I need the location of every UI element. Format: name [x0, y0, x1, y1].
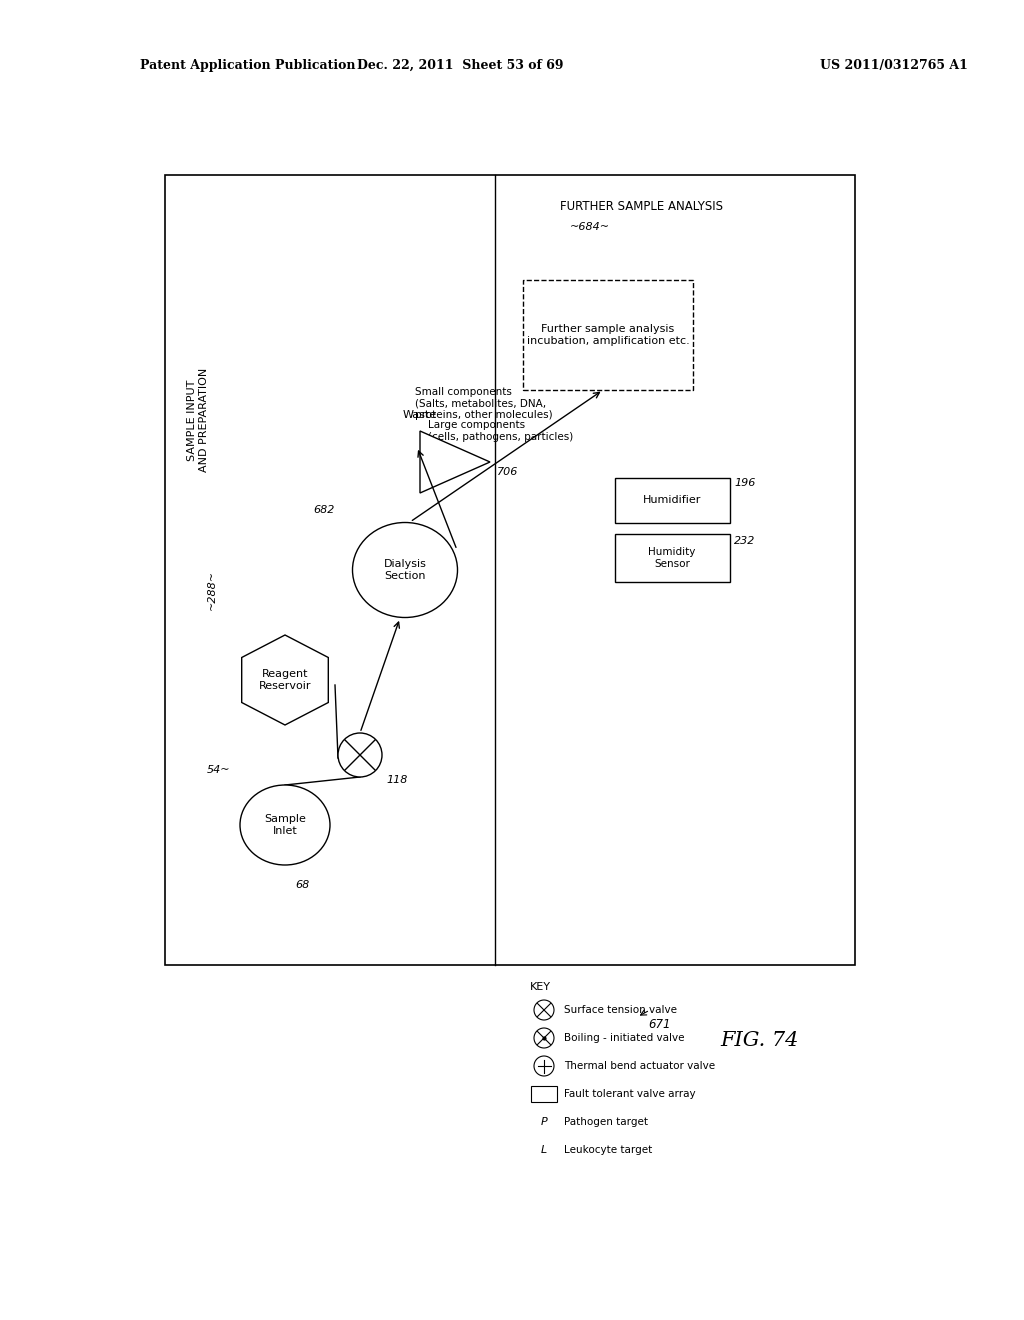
Text: 54~: 54~ [207, 766, 230, 775]
Circle shape [534, 1028, 554, 1048]
Text: KEY: KEY [530, 982, 551, 993]
Text: 682: 682 [313, 506, 335, 515]
Text: Leukocyte target: Leukocyte target [564, 1144, 652, 1155]
Circle shape [534, 1001, 554, 1020]
Text: FURTHER SAMPLE ANALYSIS: FURTHER SAMPLE ANALYSIS [560, 201, 723, 213]
Text: FIG. 74: FIG. 74 [721, 1031, 799, 1049]
Bar [531, 1086, 557, 1102]
Text: Waste: Waste [403, 411, 437, 420]
Text: ~288~: ~288~ [207, 570, 217, 610]
Circle shape [534, 1056, 554, 1076]
Bar [614, 535, 729, 582]
Text: Further sample analysis
incubation, amplification etc.: Further sample analysis incubation, ampl… [526, 325, 689, 346]
Ellipse shape [352, 523, 458, 618]
Text: Surface tension valve: Surface tension valve [564, 1005, 677, 1015]
Text: Sample
Inlet: Sample Inlet [264, 814, 306, 836]
Text: ~684~: ~684~ [570, 222, 610, 232]
Text: 706: 706 [497, 467, 518, 477]
Text: 232: 232 [734, 536, 756, 546]
Polygon shape [242, 635, 329, 725]
Ellipse shape [240, 785, 330, 865]
Circle shape [338, 733, 382, 777]
Text: Dialysis
Section: Dialysis Section [384, 560, 426, 581]
Text: Thermal bend actuator valve: Thermal bend actuator valve [564, 1061, 715, 1071]
Text: US 2011/0312765 A1: US 2011/0312765 A1 [820, 58, 968, 71]
Text: P: P [541, 1117, 548, 1127]
Text: Small components
(Salts, metabolites, DNA,
proteins, other molecules): Small components (Salts, metabolites, DN… [415, 387, 553, 420]
Text: L: L [541, 1144, 547, 1155]
Text: 671: 671 [648, 1018, 671, 1031]
Text: 68: 68 [295, 880, 309, 890]
Bar [523, 280, 693, 389]
Text: Patent Application Publication: Patent Application Publication [140, 58, 355, 71]
Polygon shape [420, 432, 490, 492]
Text: Dec. 22, 2011  Sheet 53 of 69: Dec. 22, 2011 Sheet 53 of 69 [356, 58, 563, 71]
Text: 196: 196 [734, 478, 756, 488]
Text: Humidifier: Humidifier [643, 495, 701, 506]
Text: 118: 118 [386, 775, 408, 785]
Text: Boiling - initiated valve: Boiling - initiated valve [564, 1034, 684, 1043]
Text: Pathogen target: Pathogen target [564, 1117, 648, 1127]
Bar [614, 478, 729, 523]
Text: Humidity
Sensor: Humidity Sensor [648, 548, 695, 569]
Text: Reagent
Reservoir: Reagent Reservoir [259, 669, 311, 690]
Text: SAMPLE INPUT
AND PREPARATION: SAMPLE INPUT AND PREPARATION [186, 368, 209, 473]
Text: Fault tolerant valve array: Fault tolerant valve array [564, 1089, 695, 1100]
Bar [165, 176, 855, 965]
Text: Large components
(cells, pathogens, particles): Large components (cells, pathogens, part… [428, 420, 573, 442]
